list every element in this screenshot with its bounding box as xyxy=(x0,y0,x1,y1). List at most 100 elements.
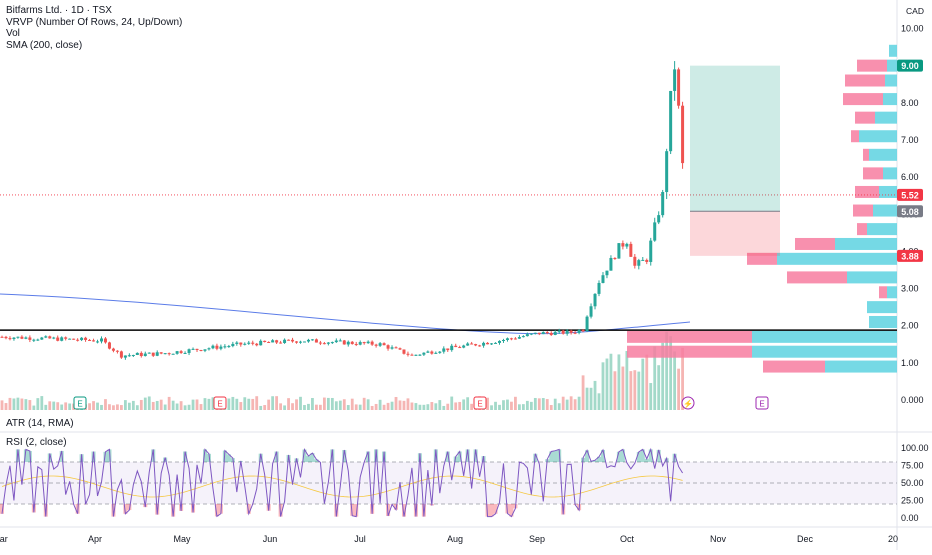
candle-body xyxy=(164,353,167,354)
candle-body xyxy=(673,69,676,91)
indicator-vol[interactable]: Vol xyxy=(6,28,182,40)
candle xyxy=(231,342,234,347)
candle xyxy=(299,341,302,344)
candle-body xyxy=(609,258,612,271)
event-marker[interactable]: E xyxy=(214,397,226,409)
chart-legend: Bitfarms Ltd. · 1D · TSX VRVP (Number Of… xyxy=(6,5,182,51)
volume-bar xyxy=(307,404,310,410)
candle xyxy=(223,344,226,348)
candle xyxy=(20,335,23,339)
candle-body xyxy=(136,353,139,355)
volume-bar xyxy=(9,398,12,410)
candle xyxy=(255,343,258,346)
volume-bar xyxy=(434,403,437,410)
candle-body xyxy=(343,340,346,344)
volume-bar xyxy=(136,405,139,410)
rsi-legend[interactable]: RSI (2, close) xyxy=(6,437,67,449)
indicator-vrvp[interactable]: VRVP (Number Of Rows, 24, Up/Down) xyxy=(6,17,182,29)
event-marker[interactable]: E xyxy=(474,397,486,409)
volume-bar xyxy=(498,405,501,410)
event-label: E xyxy=(77,400,82,409)
candle-body xyxy=(295,341,298,342)
candle-body xyxy=(621,243,624,246)
volume-bar xyxy=(331,398,334,410)
candle-body xyxy=(16,337,19,338)
candle-body xyxy=(128,355,131,356)
volume-bar xyxy=(299,397,302,410)
volume-bar xyxy=(339,401,342,410)
candle xyxy=(211,345,214,350)
candle xyxy=(637,259,640,269)
candle xyxy=(605,271,608,279)
volume-bar xyxy=(180,401,183,410)
candle-body xyxy=(144,354,147,356)
volume-bar xyxy=(263,405,266,410)
candle-body xyxy=(307,340,310,342)
candle xyxy=(506,338,509,342)
candle-body xyxy=(132,355,135,356)
volume-bar xyxy=(227,398,230,410)
atr-legend[interactable]: ATR (14, RMA) xyxy=(6,418,74,430)
candle xyxy=(522,335,525,337)
volume-bar xyxy=(614,371,617,410)
price-tick: 2.00 xyxy=(901,321,919,331)
volume-bar xyxy=(450,397,453,410)
volume-bar xyxy=(239,402,242,410)
candle-body xyxy=(554,332,557,335)
symbol-title[interactable]: Bitfarms Ltd. · 1D · TSX xyxy=(6,5,182,17)
candle xyxy=(347,340,350,346)
candle-body xyxy=(510,338,513,339)
candle-body xyxy=(52,338,55,339)
candle xyxy=(649,238,652,266)
candle-body xyxy=(506,338,509,340)
candle-body xyxy=(335,341,338,343)
volume-bar xyxy=(40,396,43,410)
price-badge: 5.08 xyxy=(897,205,923,217)
volume-bar xyxy=(387,403,390,410)
candle xyxy=(247,341,250,345)
volume-bar xyxy=(271,396,274,410)
vp-up-row xyxy=(885,75,897,87)
event-marker[interactable]: E xyxy=(756,397,768,409)
candle-body xyxy=(231,344,234,346)
volume-bar xyxy=(633,370,636,410)
candle xyxy=(140,351,143,357)
volume-bar xyxy=(56,402,59,410)
volume-bar xyxy=(247,399,250,410)
candle-body xyxy=(8,338,11,339)
candle xyxy=(538,333,541,335)
event-marker[interactable]: ⚡ xyxy=(682,397,694,409)
candle-body xyxy=(76,340,79,341)
volume-bar xyxy=(391,402,394,410)
vp-down-row xyxy=(851,130,859,142)
vp-up-row xyxy=(879,186,897,198)
vp-down-row xyxy=(855,112,875,124)
volume-bar xyxy=(419,405,422,410)
price-tick: 0.000 xyxy=(901,395,924,405)
candle xyxy=(315,338,318,342)
volume-bar xyxy=(184,405,187,410)
volume-bar xyxy=(510,402,513,410)
candle-body xyxy=(223,346,226,347)
volume-bar xyxy=(311,398,314,410)
candle xyxy=(609,255,612,270)
candle-body xyxy=(311,339,314,340)
time-label: Apr xyxy=(88,534,102,544)
candle xyxy=(72,338,75,339)
candle xyxy=(48,336,51,339)
candle xyxy=(108,342,111,350)
indicator-sma[interactable]: SMA (200, close) xyxy=(6,40,182,52)
volume-bar xyxy=(574,399,577,410)
candle xyxy=(383,342,386,345)
candle xyxy=(530,333,533,335)
candle xyxy=(136,352,139,355)
candle-body xyxy=(637,260,640,266)
vp-down-row xyxy=(787,271,847,283)
event-marker[interactable]: E xyxy=(74,397,86,409)
volume-bar xyxy=(235,399,238,410)
candle-body xyxy=(446,348,449,350)
candle-body xyxy=(315,339,318,342)
volume-bar xyxy=(148,396,151,410)
